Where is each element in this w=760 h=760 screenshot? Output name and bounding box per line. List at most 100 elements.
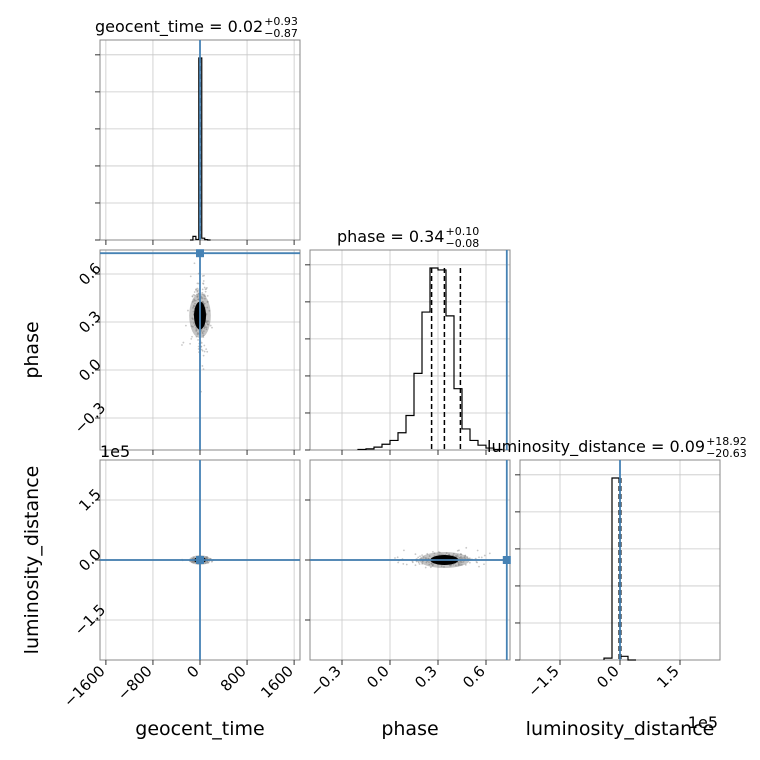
sample-point xyxy=(488,552,491,555)
sample-point xyxy=(194,246,196,248)
sample-point xyxy=(475,561,478,563)
x-axis-label-phase: phase xyxy=(381,718,438,740)
y-axis-label-luminosity-distance: luminosity_distance xyxy=(21,466,43,655)
sample-point xyxy=(437,551,440,553)
sample-point xyxy=(428,555,431,557)
sample-point xyxy=(464,563,467,566)
sample-point xyxy=(204,295,207,298)
title-lower-error: −0.08 xyxy=(445,237,479,250)
sample-point xyxy=(403,549,405,552)
sample-point xyxy=(418,563,421,565)
sample-point xyxy=(190,337,193,340)
sample-point xyxy=(207,561,210,564)
sample-point xyxy=(196,289,198,292)
sample-point xyxy=(202,368,205,371)
sample-point xyxy=(464,554,467,557)
sample-point xyxy=(460,563,463,566)
sample-point xyxy=(194,299,197,302)
sample-point xyxy=(468,561,471,564)
sample-point xyxy=(204,297,206,300)
title-upper-error: +0.10 xyxy=(445,225,479,238)
title-upper-error: +0.93 xyxy=(264,15,298,28)
sample-point xyxy=(201,291,204,294)
sample-point xyxy=(206,294,209,297)
sample-point xyxy=(192,307,194,309)
sample-point xyxy=(457,555,459,558)
x-tick-label: −800 xyxy=(114,662,156,704)
sample-point xyxy=(181,344,183,346)
y-offset-text: 1e5 xyxy=(100,442,130,461)
title-phase: phase = 0.34 xyxy=(337,227,444,246)
x-tick-label: 0.0 xyxy=(593,662,623,692)
sample-point xyxy=(454,564,457,567)
sample-point xyxy=(449,564,452,567)
sample-point xyxy=(193,322,195,324)
sample-point xyxy=(203,293,206,296)
sample-point xyxy=(196,290,198,293)
sample-point xyxy=(456,549,459,552)
sample-point xyxy=(459,561,462,564)
sample-point xyxy=(463,556,466,559)
hist-panel-luminosity-distance xyxy=(515,459,721,665)
x-tick-label: −1.5 xyxy=(524,662,562,700)
x-tick-label: 1.5 xyxy=(653,662,683,692)
sample-point xyxy=(182,341,185,344)
sample-point xyxy=(208,309,211,312)
sample-point xyxy=(458,560,460,563)
y-axis-label-phase: phase xyxy=(21,321,43,378)
sample-point xyxy=(205,286,208,289)
sample-point xyxy=(483,563,485,566)
sample-point xyxy=(189,275,192,278)
sample-point xyxy=(452,552,455,555)
sample-point xyxy=(421,562,424,565)
scatter-panel-geocent-time-vs-phase xyxy=(95,246,301,455)
sample-point xyxy=(438,553,441,556)
sample-point xyxy=(192,556,195,559)
title-luminosity-distance: luminosity_distance = 0.09 xyxy=(487,437,705,457)
sample-point xyxy=(203,350,206,353)
sample-point xyxy=(201,332,204,335)
title-geocent-time: geocent_time = 0.02 xyxy=(95,17,263,37)
scatter-panel-phase-vs-luminosity-distance xyxy=(305,459,511,665)
sample-point xyxy=(202,280,205,282)
sample-point xyxy=(206,306,209,309)
scatter-area xyxy=(310,546,510,569)
sample-point xyxy=(189,342,192,345)
sample-point xyxy=(194,324,196,326)
labels-layer: −1.5 0.0 1.5−0.30.00.30.6−1.50.01.5−1600 −8… xyxy=(21,15,747,740)
sample-point xyxy=(466,556,469,558)
sample-point xyxy=(196,293,198,296)
sample-point xyxy=(204,288,207,291)
sample-point xyxy=(201,275,204,277)
sample-point xyxy=(414,553,417,556)
x-tick-label: 0 xyxy=(183,662,202,681)
sample-point xyxy=(419,555,421,558)
sample-point xyxy=(211,326,213,329)
sample-point xyxy=(462,560,465,563)
sample-point xyxy=(206,561,208,564)
sample-point xyxy=(192,310,195,313)
sample-point xyxy=(193,294,196,297)
sample-point xyxy=(211,560,213,563)
hist-panel-geocent-time xyxy=(95,39,301,245)
sample-point xyxy=(191,335,193,338)
sample-point xyxy=(209,324,212,327)
sample-point xyxy=(202,330,205,333)
sample-point xyxy=(192,304,195,307)
sample-point xyxy=(185,324,187,327)
sample-point xyxy=(196,287,199,290)
sample-point xyxy=(460,557,463,560)
sample-point xyxy=(421,560,424,563)
sample-point xyxy=(202,282,204,285)
x-tick-label: 0.0 xyxy=(363,662,393,692)
sample-point xyxy=(478,565,480,568)
sample-point xyxy=(191,300,194,303)
sample-point xyxy=(191,295,194,298)
title-lower-error: −20.63 xyxy=(706,447,747,460)
x-axis-label-geocent-time: geocent_time xyxy=(135,718,264,740)
sample-point xyxy=(440,553,443,556)
sample-point xyxy=(468,557,471,560)
sample-point xyxy=(411,560,414,563)
sample-point xyxy=(197,339,199,341)
panel-frame xyxy=(309,249,511,451)
